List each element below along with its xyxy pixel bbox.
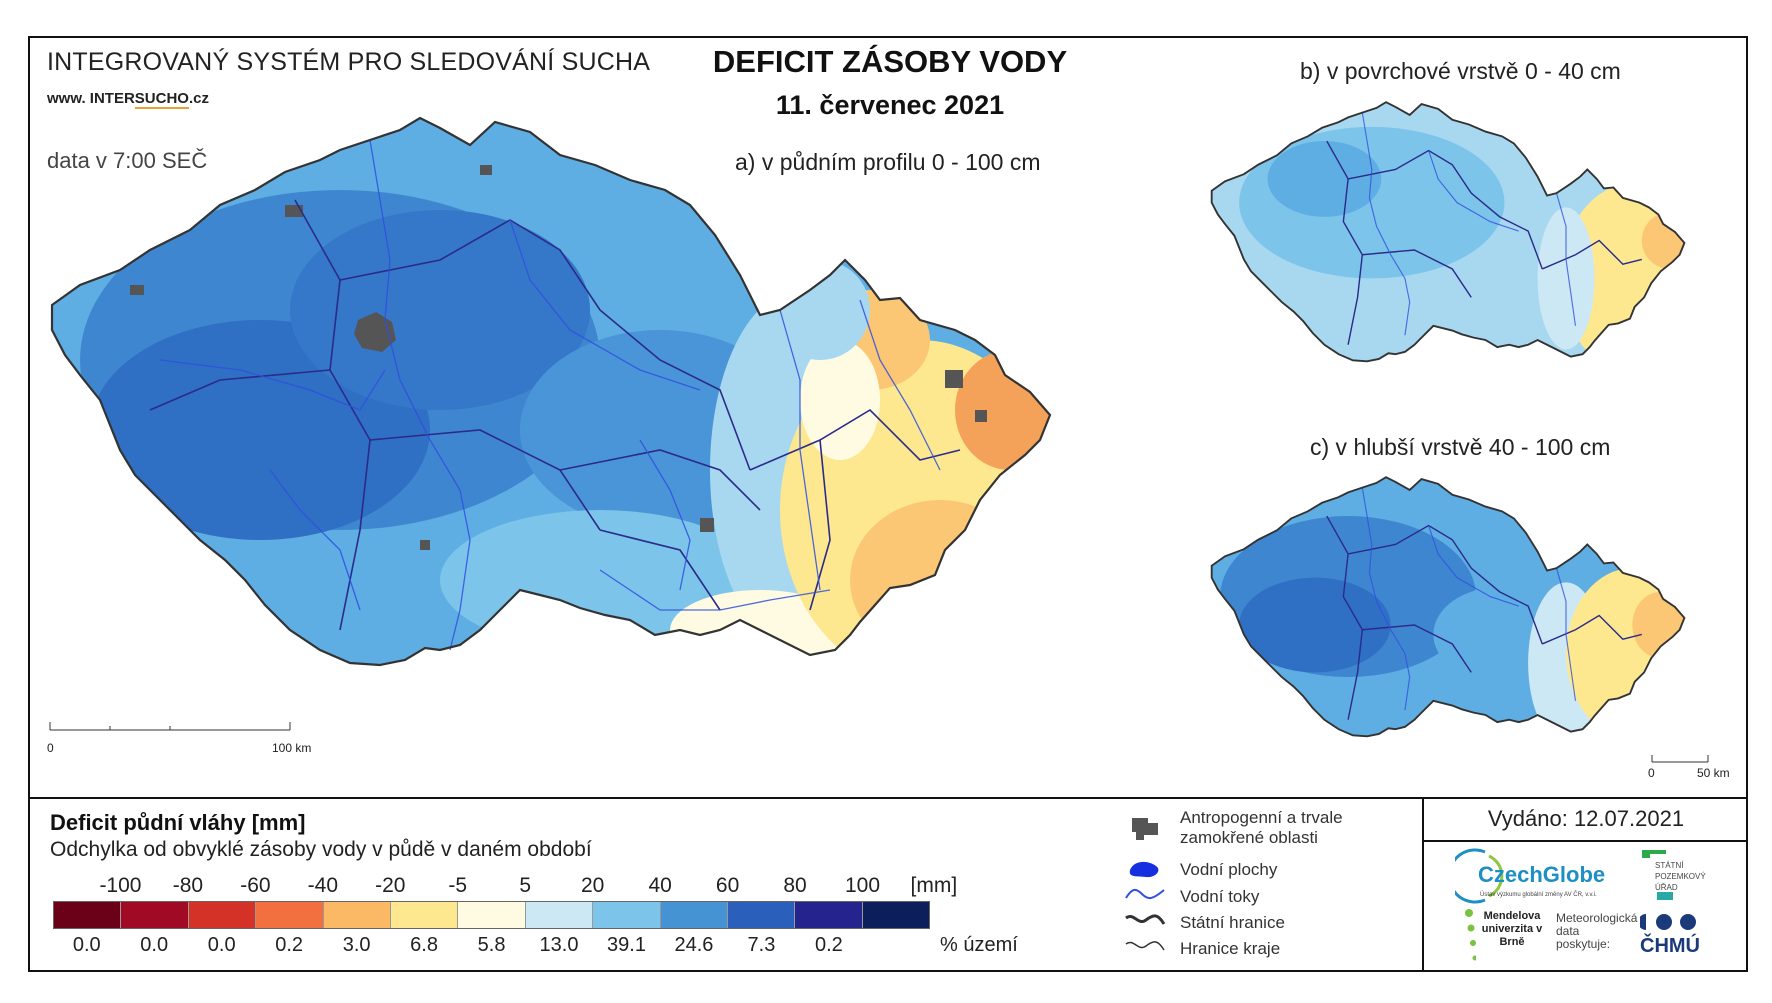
main-scale-start: 0	[47, 741, 54, 755]
deep-region-borders	[1326, 515, 1642, 720]
percent-row: 0.0 0.0 0.0 0.2 3.0 6.8 5.8 13.0 39.1 24.6 7.3 0.2	[53, 934, 930, 960]
website-suffix: .cz	[188, 90, 209, 107]
class-break-labels: -100 -80 -60 -40 -20 -5 5 20 40 60 80 100 [mm]	[50, 874, 1010, 900]
chmu-logo-icon	[1640, 914, 1696, 930]
percent-value-6: 5.8	[477, 934, 506, 956]
class-break-11: 100	[845, 874, 881, 897]
czechglobe-logo: CzechGlobe	[1478, 862, 1606, 887]
mendel-logo: Mendelova univerzita v Brně	[1481, 910, 1543, 948]
percent-value-3: 0.2	[275, 934, 304, 956]
surface-layer-map	[1210, 101, 1686, 363]
page-title: DEFICIT ZÁSOBY VODY	[712, 44, 1068, 79]
color-class-5	[390, 902, 459, 928]
color-class-1	[121, 902, 189, 928]
color-class-7	[525, 902, 594, 928]
spu-mark-icon	[1657, 892, 1673, 900]
percent-value-8: 39.1	[607, 934, 646, 956]
class-break-3: -40	[307, 874, 339, 897]
class-break-4: -20	[375, 874, 406, 897]
czechglobe-subtitle: Ústav výzkumu globální změny AV ČR, v.v.…	[1480, 892, 1597, 898]
color-class-0	[54, 902, 122, 928]
color-class-3	[256, 902, 324, 928]
deep-layer-map	[1210, 476, 1686, 738]
small-scale-bar	[1651, 755, 1709, 763]
color-class-11	[795, 902, 863, 928]
urban-symbol-icon	[1132, 818, 1158, 840]
logo-panel	[1422, 842, 1748, 972]
website-highlight: SUCHO	[134, 90, 189, 109]
region-border-label: Hranice kraje	[1180, 939, 1281, 958]
main-scale-bar	[49, 722, 291, 731]
state-border	[50, 116, 1052, 667]
chmu-logo: ČHMÚ	[1640, 935, 1700, 957]
class-break-5: -5	[448, 874, 468, 897]
color-class-6	[458, 902, 526, 928]
color-class-12	[862, 902, 930, 928]
river-icon	[1125, 888, 1165, 900]
issued-date: Vydáno: 12.07.2021	[1422, 797, 1748, 842]
small-scale-start: 0	[1648, 766, 1655, 780]
class-break-8: 40	[648, 874, 672, 897]
state-border-icon	[1125, 914, 1166, 925]
percent-value-7: 13.0	[539, 934, 579, 956]
class-break-0: -100	[99, 874, 142, 897]
percent-unit: % území	[940, 934, 1018, 956]
class-break-2: -60	[240, 874, 271, 897]
percent-value-12	[863, 934, 930, 960]
percent-value-10: 7.3	[747, 934, 776, 956]
legend-subtitle: Odchylka od obvyklé zásoby vody v půdě v…	[50, 838, 592, 861]
class-break-6: 5	[519, 874, 532, 897]
mendel-dots-icon	[1465, 909, 1476, 961]
main-map	[49, 116, 1052, 731]
percent-value-5: 6.8	[410, 934, 438, 956]
percent-value-11: 0.2	[814, 934, 843, 956]
color-class-9	[660, 902, 728, 928]
water-body-icon	[1129, 861, 1159, 878]
percent-value-4: 3.0	[342, 934, 371, 956]
percent-value-2: 0.0	[207, 934, 236, 956]
color-class-8	[593, 902, 661, 928]
percent-value-1: 0.0	[140, 934, 169, 956]
main-map-label: a) v půdním profilu 0 - 100 cm	[735, 149, 1041, 175]
data-time: data v 7:00 SEČ	[47, 148, 208, 173]
rivers-label: Vodní toky	[1180, 887, 1260, 906]
urban-label: Antropogenní a trvale zamokřené oblasti	[1180, 808, 1343, 847]
deficit-raster	[52, 118, 1050, 665]
class-break-9: 60	[715, 874, 740, 897]
meteo-data-label: Meteorologická data poskytuje:	[1556, 911, 1638, 951]
czechglobe-logo-icon	[1455, 848, 1504, 904]
color-class-2	[188, 902, 257, 928]
legend-title: Deficit půdní vláhy [mm]	[50, 810, 306, 835]
map-frame	[28, 36, 1748, 972]
page-date: 11. červenec 2021	[775, 90, 1005, 120]
class-break-1: -80	[172, 874, 204, 897]
website-prefix: www. INTER	[47, 90, 135, 107]
color-class-4	[323, 902, 391, 928]
deep-map-label: c) v hlubší vrstvě 40 - 100 cm	[1310, 434, 1611, 460]
main-scale-end: 100 km	[272, 741, 312, 755]
website-link[interactable]: www. INTERSUCHO.cz	[47, 90, 209, 109]
class-unit: [mm]	[910, 874, 958, 897]
percent-value-0: 0.0	[72, 934, 101, 956]
surface-region-borders	[1326, 140, 1642, 345]
system-title: INTEGROVANÝ SYSTÉM PRO SLEDOVÁNÍ SUCHA	[47, 48, 651, 76]
region-border-icon	[1125, 941, 1165, 951]
spu-logo: STÁTNÍ POZEMKOVÝ ÚŘAD	[1655, 861, 1706, 892]
legend-frame	[28, 797, 1748, 972]
spu-logo-icon	[1642, 850, 1666, 858]
class-break-10: 80	[783, 874, 807, 897]
surface-map-label: b) v povrchové vrstvě 0 - 40 cm	[1300, 58, 1621, 84]
rivers	[159, 139, 941, 651]
color-scale-bar	[53, 901, 930, 929]
small-scale-end: 50 km	[1697, 766, 1730, 780]
class-break-7: 20	[581, 874, 605, 897]
color-class-10	[727, 902, 796, 928]
percent-value-9: 24.6	[674, 934, 714, 956]
state-border-label: Státní hranice	[1180, 913, 1285, 932]
water-bodies-label: Vodní plochy	[1180, 860, 1278, 879]
